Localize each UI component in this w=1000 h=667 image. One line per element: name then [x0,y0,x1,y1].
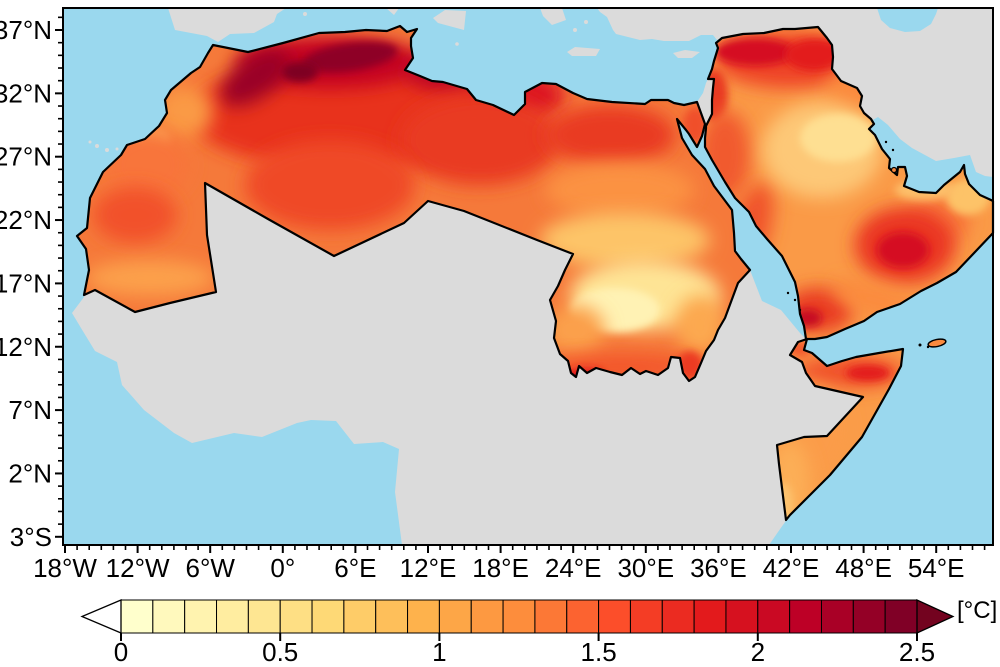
socotra-island [927,338,947,348]
colorbar-layer: 0 0.5 1 1.5 2 2.5 [80,598,955,667]
colorbar-cell [438,599,472,634]
colorbar-cell [820,599,854,634]
colorbar-cell [343,599,377,634]
y-axis-label: 27°N [0,142,52,172]
colorbar-cell [629,599,663,634]
israel-strip [697,79,714,126]
aegean-island [584,20,588,24]
colorbar-cell [120,599,154,634]
colorbar-tick-label: 0 [114,637,128,667]
colorbar-cell [693,599,727,634]
y-axis-label: 7°N [8,395,52,425]
x-axis-label: 18°W [33,553,97,583]
aden-islet [918,343,922,347]
y-axis-label: 17°N [0,268,52,298]
x-axis-label: 12°W [106,553,170,583]
x-axis-label: 6°W [185,553,235,583]
sardinia-tip [386,8,399,15]
colorbar-cell [311,599,345,634]
crete-island [567,47,600,56]
colorbar-tick-label: 2.5 [899,637,935,667]
colorbar-cell [152,599,186,634]
axes-layer: 37°N 32°N 27°N 22°N 17°N 12°N 7°N 2°N 3°S18°W 12°… [0,15,986,583]
colorbar-tick-label: 2 [751,637,765,667]
colorbar-tick-label: 1.5 [581,637,617,667]
x-axis-label: 30°E [617,553,674,583]
colorbar-over-arrow [916,598,955,635]
colorbar-cell [279,599,313,634]
colorbar-tick-label: 0.5 [262,637,298,667]
colorbar-cell [216,599,249,634]
x-axis-label: 0° [270,553,295,583]
colorbar-cell [375,599,409,634]
colorbar-cell [884,599,918,634]
y-axis-label: 12°N [0,332,52,362]
x-axis-label: 18°E [472,553,529,583]
x-axis-label: 54°E [908,553,965,583]
colorbar-cell [725,599,759,634]
colorbar-cell [407,599,440,634]
x-axis-label: 12°E [400,553,457,583]
region-outlines [75,24,995,522]
colorbar-unit-label: [°C] [957,597,997,624]
y-axis-label: 2°N [8,458,52,488]
greece-landmass [540,8,566,25]
canary-island [95,144,99,148]
colorbar-cell [470,599,504,634]
x-axis-label: 42°E [763,553,820,583]
map-frame [62,7,994,546]
colorbar-cell [247,599,281,634]
turkey-iran-landmass [597,8,993,177]
colorbar-tick-label: 1 [432,637,446,667]
aden-islet [926,345,930,349]
red-sea-islet [793,298,797,302]
red-sea-islet [786,291,790,295]
caspian-sea [877,8,938,32]
gulf-islet [891,148,895,152]
x-axis-label: 24°E [545,553,602,583]
red-sea-islet [798,308,802,312]
colorbar-under-arrow [80,599,122,634]
iberia-landmass [168,8,286,42]
colorbar-cell [598,599,631,634]
colorbar-cell [789,599,822,634]
canary-island [115,147,119,151]
gulf-islet [884,140,888,144]
colorbar-cell [566,599,600,634]
colorbar-cell [502,599,536,634]
malta-island [455,42,459,46]
y-axis-label: 22°N [0,205,52,235]
bahrain-island [890,166,898,174]
x-axis-label: 48°E [835,553,892,583]
x-axis-label: 6°E [334,553,376,583]
colorbar-cell [534,599,568,634]
cyprus-island [673,50,700,58]
y-axis-label: 3°S [10,522,52,552]
y-axis-label: 32°N [0,78,52,108]
sicily-island [433,10,466,30]
aegean-island [573,28,577,32]
small-islands [786,140,947,349]
balearic-island [303,12,307,16]
colorbar-cell [184,599,218,634]
canary-island [88,140,92,144]
x-axis-label: 36°E [690,553,747,583]
y-axis-label: 37°N [0,15,52,45]
colorbar-cell [852,599,886,634]
colorbar-cell [661,599,695,634]
colorbar-cell [757,599,791,634]
canary-island [105,148,109,152]
